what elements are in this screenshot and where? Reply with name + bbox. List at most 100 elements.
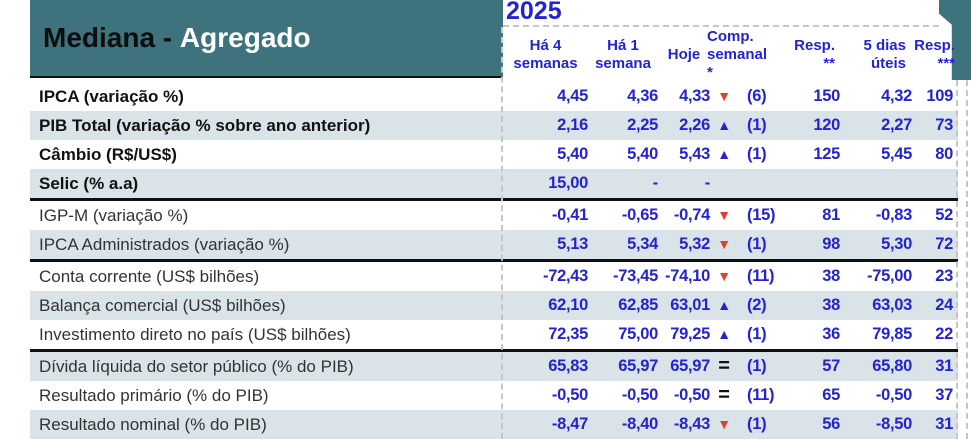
value-ha-4-semanas: 4,45	[557, 87, 588, 105]
value-ha-1-semana: 62,85	[618, 296, 658, 314]
value-ha-1-semana: 65,97	[618, 357, 658, 375]
table-row: Conta corrente (US$ bilhões) -72,43 -73,45…	[30, 262, 958, 291]
row-label: Resultado nominal (% do PIB)	[39, 414, 267, 434]
value-5-dias-uteis: 2,27	[881, 116, 912, 134]
value-hoje: 4,33	[679, 87, 710, 105]
value-ha-4-semanas: 15,00	[548, 174, 588, 192]
down-arrow-icon: ▼	[717, 236, 731, 252]
value-respondentes-2: 38	[822, 296, 840, 314]
column-header-ha-4-semanas: Há 4 semanas	[503, 27, 588, 82]
column-header-line: Resp.	[914, 36, 955, 54]
value-respondentes-3: 72	[935, 235, 953, 253]
table-row: Câmbio (R$/US$) 5,40 5,40 5,43 ▲ (1) 125 5,45 80	[30, 140, 958, 169]
row-label: IPCA (variação %)	[39, 86, 184, 106]
value-hoje: 63,01	[670, 296, 710, 314]
value-ha-4-semanas: 72,35	[548, 325, 588, 343]
year-label: 2025	[506, 0, 562, 25]
table-row: Dívida líquida do setor público (% do PI…	[30, 352, 958, 381]
table-row: Balança comercial (US$ bilhões) 62,10 62,8…	[30, 291, 958, 320]
value-ha-1-semana: 2,25	[627, 116, 658, 134]
column-header-line: Há 4	[529, 36, 562, 54]
value-comp-semanal: (11)	[747, 386, 775, 404]
row-label: IPCA Administrados (variação %)	[39, 234, 290, 254]
value-ha-1-semana: 75,00	[618, 325, 658, 343]
column-header-5-dias-uteis: 5 dias úteis	[837, 27, 909, 82]
value-respondentes-2: 36	[822, 325, 840, 343]
value-ha-4-semanas: 5,13	[557, 235, 588, 253]
value-comp-semanal: (1)	[747, 357, 767, 375]
value-ha-4-semanas: 62,10	[548, 296, 588, 314]
value-hoje: -0,50	[673, 386, 710, 404]
value-respondentes-3: 73	[935, 116, 953, 134]
row-label: IGP-M (variação %)	[39, 205, 189, 225]
row-label: Balança comercial (US$ bilhões)	[39, 295, 286, 315]
value-respondentes-3: 109	[926, 87, 953, 105]
value-hoje: 2,26	[679, 116, 710, 134]
title-band: Mediana - Agregado	[30, 0, 503, 78]
value-respondentes-2: 150	[813, 87, 840, 105]
value-hoje: -	[704, 174, 711, 192]
row-label: Investimento direto no país (US$ bilhões…	[39, 324, 351, 344]
value-hoje: -74,10	[665, 267, 710, 285]
value-respondentes-3: 24	[935, 296, 953, 314]
value-hoje: 5,32	[679, 235, 710, 253]
value-ha-1-semana: 5,34	[627, 235, 658, 253]
value-respondentes-3: 31	[935, 415, 953, 433]
column-header-comp-semanal: Comp. semanal *	[707, 27, 777, 82]
row-label: Câmbio (R$/US$)	[39, 144, 177, 164]
value-respondentes-2: 56	[822, 415, 840, 433]
value-respondentes-3: 23	[935, 267, 953, 285]
value-respondentes-3: 80	[935, 145, 953, 163]
value-comp-semanal: (1)	[747, 415, 767, 433]
column-header-hoje: Hoje	[658, 27, 710, 82]
value-ha-4-semanas: -0,41	[551, 206, 588, 224]
dashed-divider-vertical-right-inner	[956, 80, 958, 439]
value-respondentes-2: 98	[822, 235, 840, 253]
value-respondentes-3: 31	[935, 357, 953, 375]
value-5-dias-uteis: -75,00	[867, 267, 912, 285]
column-header-line: **	[823, 54, 835, 72]
table-row: PIB Total (variação % sobre ano anterior…	[30, 111, 958, 140]
dashed-divider-horizontal	[503, 25, 939, 27]
column-header-line: semanas	[513, 54, 578, 72]
table-row: IPCA Administrados (variação %) 5,13 5,34 5…	[30, 230, 958, 259]
value-ha-1-semana: -0,50	[621, 386, 658, 404]
row-label: Dívida líquida do setor público (% do PI…	[39, 356, 354, 376]
column-header-resp-3: Resp. ***	[909, 27, 955, 82]
up-arrow-icon: ▲	[717, 146, 731, 162]
value-respondentes-2: 81	[822, 206, 840, 224]
value-comp-semanal: (6)	[747, 87, 767, 105]
value-ha-4-semanas: 65,83	[548, 357, 588, 375]
value-respondentes-2: 65	[822, 386, 840, 404]
value-respondentes-3: 52	[935, 206, 953, 224]
table-row: Selic (% a.a) 15,00 - -	[30, 169, 958, 198]
value-comp-semanal: (1)	[747, 235, 767, 253]
down-arrow-icon: ▼	[717, 268, 731, 284]
table-row: Resultado nominal (% do PIB) -8,47 -8,40 -8…	[30, 410, 958, 439]
section-divider	[30, 349, 958, 352]
page-title-prefix: Mediana -	[43, 22, 180, 53]
value-comp-semanal: (2)	[747, 296, 767, 314]
value-ha-4-semanas: -0,50	[551, 386, 588, 404]
column-header-line: úteis	[870, 54, 906, 72]
value-5-dias-uteis: 5,45	[881, 145, 912, 163]
value-ha-4-semanas: 5,40	[557, 145, 588, 163]
value-respondentes-3: 37	[935, 386, 953, 404]
row-label: Resultado primário (% do PIB)	[39, 385, 269, 405]
value-hoje: 65,97	[670, 357, 710, 375]
table-row: IPCA (variação %) 4,45 4,36 4,33 ▼ (6) 150 4,32…	[30, 82, 958, 111]
value-respondentes-3: 22	[935, 325, 953, 343]
table-row: Investimento direto no país (US$ bilhões…	[30, 320, 958, 349]
down-arrow-icon: ▼	[717, 416, 731, 432]
value-comp-semanal: (1)	[747, 116, 767, 134]
equals-icon: =	[718, 355, 730, 377]
value-ha-1-semana: 4,36	[627, 87, 658, 105]
table-row: Resultado primário (% do PIB) -0,50 -0,50-…	[30, 381, 958, 410]
value-comp-semanal: (15)	[747, 206, 776, 224]
value-ha-1-semana: -73,45	[613, 267, 658, 285]
value-5-dias-uteis: 65,80	[872, 357, 912, 375]
row-label: PIB Total (variação % sobre ano anterior…	[39, 115, 371, 135]
value-comp-semanal: (1)	[747, 325, 767, 343]
down-arrow-icon: ▼	[717, 88, 731, 104]
